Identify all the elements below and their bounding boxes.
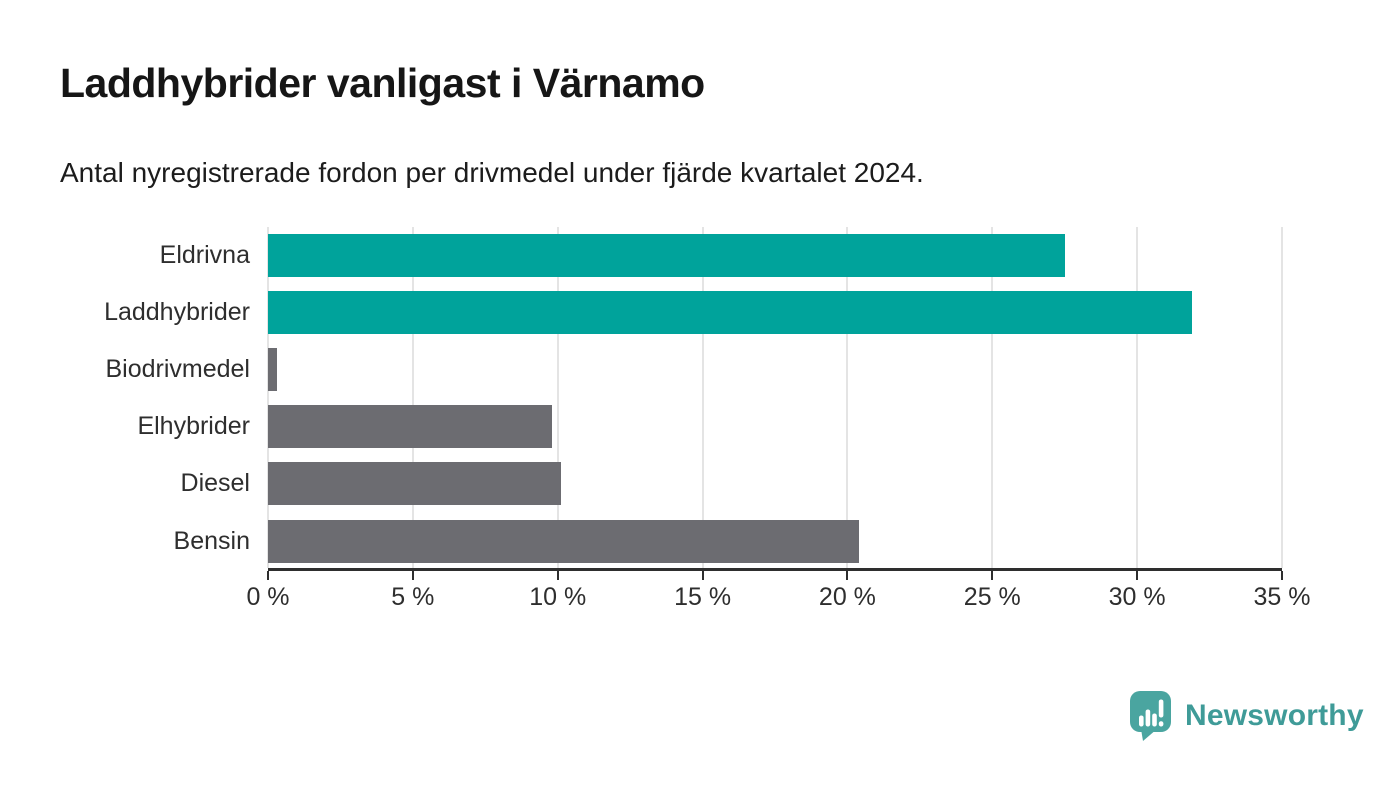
category-label-biodrivmedel: Biodrivmedel — [105, 355, 250, 384]
category-label-elhybrider: Elhybrider — [137, 412, 250, 441]
plot-area: 0 % 5 % 10 % 15 % 20 % 25 % 30 % 35 % Eldrivna La… — [104, 227, 1310, 611]
x-tick-label: 10 % — [529, 583, 587, 611]
x-axis-tick — [1136, 571, 1139, 580]
x-axis-tick — [267, 571, 269, 580]
x-tick-label: 15 % — [674, 583, 732, 611]
gridline — [1136, 227, 1139, 568]
x-axis-tick — [846, 571, 849, 580]
gridline — [846, 227, 849, 568]
bar-biodrivmedel — [268, 348, 277, 392]
bar-elhybrider — [268, 405, 552, 449]
bar-bensin — [268, 519, 860, 563]
gridline — [701, 227, 704, 568]
gridline — [1281, 227, 1283, 568]
bar-laddhybrider — [268, 291, 1193, 335]
newsworthy-logo-text: Newsworthy — [1185, 699, 1364, 732]
category-label-bensin: Bensin — [173, 526, 250, 555]
x-tick-label: 30 % — [1108, 583, 1166, 611]
chart-title: Laddhybrider vanligast i Värnamo — [60, 60, 705, 106]
x-tick-label: 5 % — [391, 583, 435, 611]
x-axis-tick — [411, 571, 414, 580]
x-axis-tick — [701, 571, 704, 580]
newsworthy-logo: Newsworthy — [1128, 690, 1364, 742]
x-tick-label: 20 % — [818, 583, 876, 611]
bar-diesel — [268, 462, 561, 506]
category-label-eldrivna: Eldrivna — [159, 241, 250, 269]
x-tick-label: 25 % — [963, 583, 1021, 611]
x-tick-label: 35 % — [1253, 583, 1311, 611]
gridline — [411, 227, 414, 568]
x-axis-tick — [1281, 571, 1283, 580]
x-axis-tick — [556, 571, 559, 580]
x-axis-tick — [991, 571, 994, 580]
category-label-laddhybrider: Laddhybrider — [104, 298, 250, 327]
newsworthy-logo-icon — [1128, 690, 1174, 742]
bar-eldrivna — [268, 234, 1065, 277]
chart-subtitle: Antal nyregistrerade fordon per drivmede… — [60, 157, 924, 188]
x-tick-label: 0 % — [246, 583, 290, 611]
gridline — [267, 227, 269, 568]
gridline — [556, 227, 559, 568]
category-label-diesel: Diesel — [180, 469, 250, 498]
gridline — [991, 227, 994, 568]
